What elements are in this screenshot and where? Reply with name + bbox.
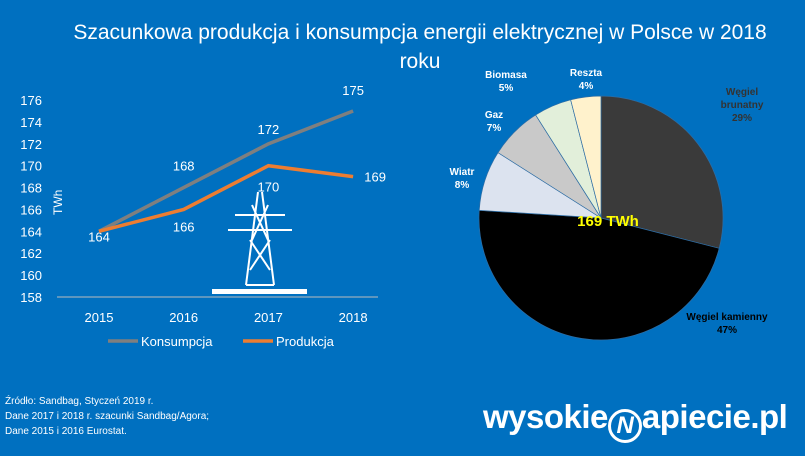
pie-center-label: 169 TWh xyxy=(577,213,639,230)
legend-label: Produkcja xyxy=(276,334,335,349)
slice-pct: 4% xyxy=(579,81,594,92)
slice-pct: 7% xyxy=(487,123,502,134)
y-tick-label: 168 xyxy=(20,181,42,196)
source-note: Źródło: Sandbag, Styczeń 2019 r. Dane 20… xyxy=(5,394,209,439)
data-label: 169 xyxy=(364,170,386,185)
slice-pct: 5% xyxy=(499,83,514,94)
y-tick-label: 164 xyxy=(20,224,42,239)
slice-pct: 8% xyxy=(455,180,470,191)
slice-label: Węgiel kamienny xyxy=(686,312,768,323)
data-label: 170 xyxy=(258,180,280,195)
y-tick-label: 172 xyxy=(20,137,42,152)
y-tick-label: 176 xyxy=(20,93,42,108)
pie-slice xyxy=(570,95,602,219)
slice-label: Wiatr xyxy=(450,167,475,178)
slice-label: Reszta xyxy=(570,68,603,79)
pie-slice xyxy=(600,95,724,249)
slice-label: Węgiel xyxy=(726,87,758,98)
y-tick-label: 166 xyxy=(20,202,42,217)
source-line: Dane 2015 i 2016 Eurostat. xyxy=(5,426,127,437)
slice-label: brunatny xyxy=(721,100,764,111)
data-label: 168 xyxy=(173,159,195,174)
source-line: Dane 2017 i 2018 r. szacunki Sandbag/Ago… xyxy=(5,411,210,422)
slice-label: Gaz xyxy=(485,110,503,121)
x-tick-label: 2017 xyxy=(254,310,283,325)
x-tick-label: 2018 xyxy=(339,310,368,325)
slice-label: Biomasa xyxy=(485,70,527,81)
data-label: 175 xyxy=(342,83,364,98)
series-line-produkcja xyxy=(98,163,354,234)
x-tick-label: 2015 xyxy=(85,310,114,325)
slice-pct: 29% xyxy=(732,113,752,124)
series-line-konsumpcja xyxy=(98,109,354,233)
slice-pct: 47% xyxy=(717,325,737,336)
y-tick-label: 162 xyxy=(20,246,42,261)
chart-title: Szacunkowa produkcja i konsumpcja energi… xyxy=(73,21,767,73)
y-tick-label: 170 xyxy=(20,159,42,174)
y-tick-label: 160 xyxy=(20,268,42,283)
data-label: 166 xyxy=(173,219,195,234)
data-label: 164 xyxy=(88,229,110,244)
y-tick-label: 158 xyxy=(20,290,42,305)
pie-slice xyxy=(478,209,720,341)
legend-label: Konsumpcja xyxy=(141,334,213,349)
y-tick-label: 174 xyxy=(20,115,42,130)
y-axis-label: TWh xyxy=(51,190,65,215)
pylon-icon xyxy=(212,191,307,294)
x-tick-label: 2016 xyxy=(169,310,198,325)
source-line: Źródło: Sandbag, Styczeń 2019 r. xyxy=(5,396,154,407)
data-label: 172 xyxy=(258,122,280,137)
